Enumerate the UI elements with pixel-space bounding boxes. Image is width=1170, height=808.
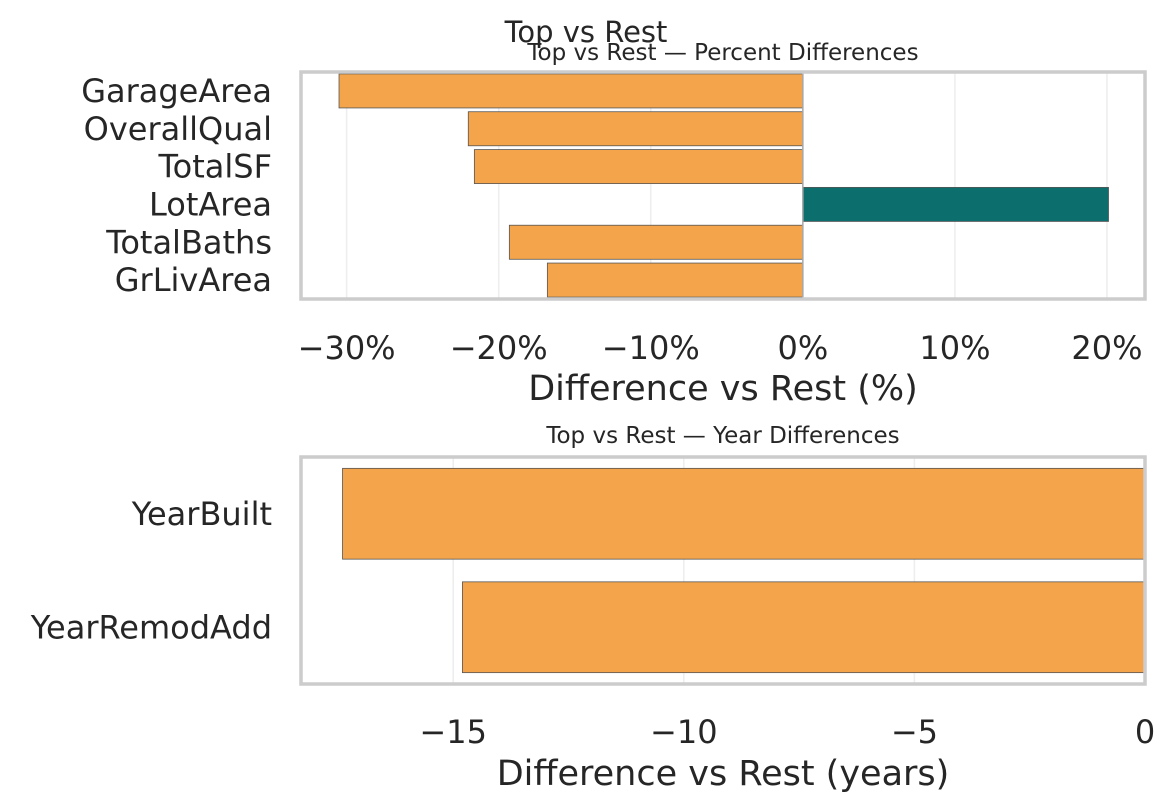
x-tick-labels: −15 −10 −5 0 [419,713,1155,751]
chart-percent-differences: Top vs Rest — Percent Differences Garage… [81,40,1147,409]
y-tick-label: GrLivArea [115,261,272,299]
bar-totalsf [473,149,804,185]
bar-garagearea [338,73,804,109]
figure-suptitle: Top vs Rest [504,15,668,49]
x-tick-label: 10% [919,329,990,367]
y-tick-labels: YearBuilt YearRemodAdd [30,495,272,647]
bar-totalbaths [508,224,804,260]
x-tick-label: −10% [602,329,700,367]
x-tick-label: 0% [777,329,828,367]
y-tick-label: TotalBaths [105,223,272,261]
bar-lotarea [802,186,1109,222]
y-tick-label: OverallQual [84,110,272,148]
bars [342,467,1146,674]
y-tick-label: TotalSF [158,148,272,186]
chart-year-differences: Top vs Rest — Year Differences YearBuilt… [30,423,1155,794]
plot-frame [299,455,1147,686]
x-tick-label: −10 [650,713,718,751]
bars [338,73,1109,298]
y-tick-label: GarageArea [81,72,272,110]
y-tick-labels: GarageAreaOverallQualTotalSFLotAreaTotal… [81,72,272,299]
bar-yearbuilt [342,467,1146,560]
x-tick-label: 20% [1071,329,1142,367]
y-tick-label: LotArea [149,185,272,223]
x-tick-label: 0 [1135,713,1155,751]
y-tick-label: YearRemodAdd [30,608,272,646]
bar-grlivarea [546,262,804,298]
y-tick-label: YearBuilt [131,495,272,533]
x-tick-label: −30% [298,329,396,367]
x-axis-label: Difference vs Rest (%) [528,369,918,409]
bar-yearremodadd [462,581,1146,674]
chart-title: Top vs Rest — Percent Differences [526,40,918,66]
bar-overallqual [467,111,804,147]
x-tick-label: −20% [450,329,548,367]
chart-title: Top vs Rest — Year Differences [545,423,899,449]
plot-frame [299,70,1147,301]
x-tick-labels: −30% −20% −10% 0% 10% 20% [298,329,1143,367]
x-tick-label: −5 [891,713,938,751]
x-tick-label: −15 [419,713,487,751]
x-axis-label: Difference vs Rest (years) [497,754,950,794]
